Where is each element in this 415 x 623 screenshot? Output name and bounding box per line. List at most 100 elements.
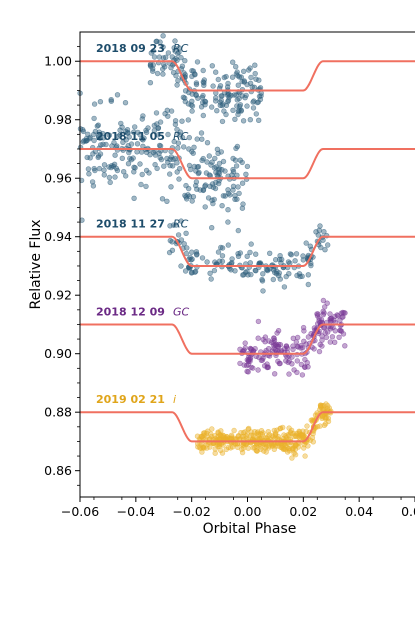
data-point xyxy=(247,249,253,256)
data-point xyxy=(233,163,240,169)
data-point xyxy=(217,83,224,89)
data-point xyxy=(147,79,154,86)
data-point xyxy=(290,343,296,349)
data-point xyxy=(219,203,225,209)
data-point xyxy=(181,241,187,247)
data-point xyxy=(292,258,298,264)
data-point xyxy=(200,444,206,450)
data-point xyxy=(193,80,200,86)
data-point xyxy=(171,138,177,145)
data-point xyxy=(172,38,178,44)
data-point xyxy=(316,227,322,234)
data-point xyxy=(220,433,227,439)
data-point xyxy=(169,239,175,245)
data-point xyxy=(327,311,333,317)
data-point xyxy=(131,195,137,202)
data-point xyxy=(276,341,282,348)
data-point xyxy=(289,455,295,461)
data-point xyxy=(202,204,208,210)
data-point xyxy=(243,362,250,369)
data-point xyxy=(163,54,169,60)
data-point xyxy=(194,136,200,142)
data-point xyxy=(240,118,247,124)
data-point xyxy=(165,50,172,56)
data-point xyxy=(193,249,200,255)
y-tick-label: 0.90 xyxy=(44,346,72,361)
data-point xyxy=(322,247,328,253)
data-point xyxy=(213,95,219,101)
data-point xyxy=(155,132,161,138)
data-point xyxy=(209,426,215,432)
data-point xyxy=(134,141,141,147)
data-point xyxy=(252,70,258,77)
data-point xyxy=(293,442,299,448)
data-point xyxy=(254,99,260,106)
data-point xyxy=(248,74,254,81)
data-point xyxy=(108,98,115,104)
data-point xyxy=(244,435,250,441)
data-point xyxy=(273,257,279,263)
data-point xyxy=(107,179,113,186)
data-point xyxy=(259,278,266,284)
x-tick-label: −0.02 xyxy=(173,504,211,519)
data-point xyxy=(340,314,346,320)
data-point xyxy=(86,171,92,177)
data-point xyxy=(148,50,155,56)
data-point xyxy=(317,223,323,229)
data-point xyxy=(255,335,261,341)
series-points xyxy=(77,90,251,234)
y-tick-label: 1.00 xyxy=(44,54,72,69)
data-point xyxy=(114,92,121,98)
data-point xyxy=(286,425,292,431)
data-point xyxy=(109,143,115,149)
data-point xyxy=(255,318,262,325)
data-point xyxy=(173,72,179,79)
data-point xyxy=(229,74,236,80)
x-axis-ticks: −0.06 −0.04 −0.02 0.00 0.02 0.04 0.06 xyxy=(61,497,415,519)
data-point xyxy=(131,169,137,175)
data-point xyxy=(150,66,156,72)
data-point xyxy=(143,167,150,174)
data-point xyxy=(91,115,97,122)
data-point xyxy=(152,152,159,158)
data-point xyxy=(243,269,249,276)
data-point xyxy=(97,98,104,105)
data-points-layer xyxy=(77,33,348,461)
data-point xyxy=(300,324,307,331)
data-point xyxy=(208,276,214,282)
data-point xyxy=(262,334,269,340)
data-point xyxy=(235,184,241,190)
data-point xyxy=(225,242,232,248)
data-point xyxy=(315,321,321,327)
data-point xyxy=(216,443,223,449)
data-point xyxy=(201,432,207,438)
data-point xyxy=(139,136,145,142)
data-point xyxy=(215,76,222,83)
data-point xyxy=(180,94,187,101)
data-point xyxy=(286,358,292,364)
data-point xyxy=(247,80,254,87)
data-point xyxy=(314,313,321,319)
data-point xyxy=(248,241,254,247)
data-point xyxy=(240,201,246,207)
model-curve xyxy=(80,235,415,267)
data-point xyxy=(261,441,267,447)
data-point xyxy=(89,179,96,185)
data-point xyxy=(97,135,103,141)
data-point xyxy=(211,267,218,274)
data-point xyxy=(291,450,297,456)
data-point xyxy=(253,111,259,117)
data-point xyxy=(216,160,223,167)
data-point xyxy=(305,443,311,449)
data-point xyxy=(239,446,245,452)
data-point xyxy=(292,452,299,458)
data-point xyxy=(338,328,345,334)
data-point xyxy=(193,92,199,99)
x-tick-label: 0.04 xyxy=(345,504,373,519)
data-point xyxy=(112,174,118,180)
data-point xyxy=(225,97,232,104)
data-point xyxy=(283,273,289,280)
data-point xyxy=(332,339,338,345)
data-point xyxy=(219,253,226,259)
data-point xyxy=(329,334,336,340)
